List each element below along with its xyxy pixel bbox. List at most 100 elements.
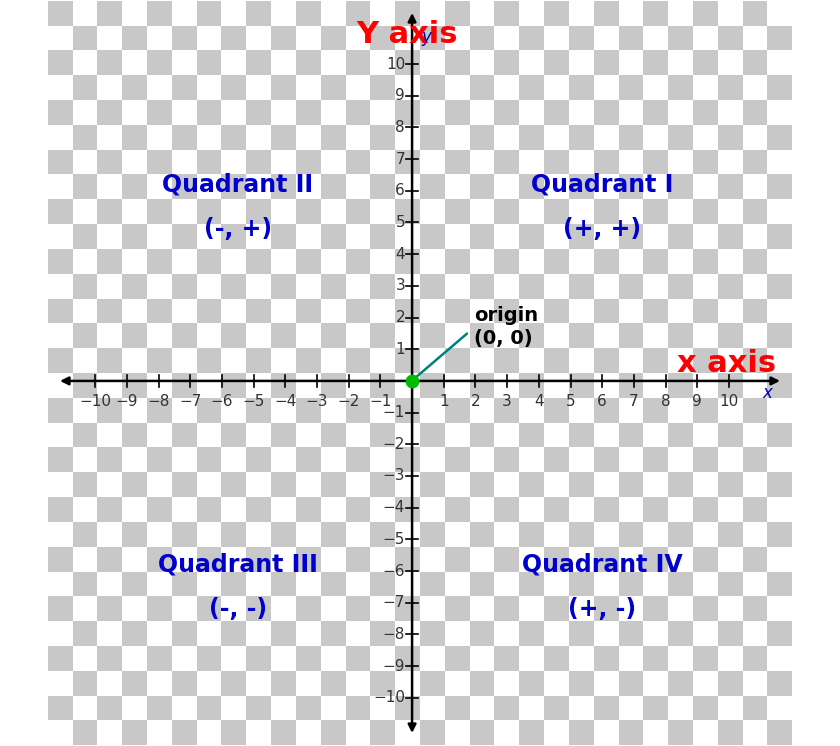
Bar [470, 522, 495, 547]
Bar [97, 348, 122, 373]
Bar [296, 497, 321, 522]
Bar [594, 398, 618, 423]
Bar [693, 298, 718, 323]
Bar [618, 1, 643, 25]
Bar [420, 646, 445, 671]
Bar [271, 373, 296, 398]
Bar [718, 696, 743, 721]
Bar [395, 596, 420, 621]
Bar [693, 175, 718, 199]
Bar [445, 199, 470, 224]
Bar [72, 621, 97, 646]
Bar [321, 298, 345, 323]
Bar [470, 547, 495, 571]
Bar [197, 497, 222, 522]
Bar [296, 100, 321, 125]
Bar [296, 323, 321, 348]
Bar [321, 448, 345, 472]
Bar [420, 75, 445, 100]
Bar [693, 671, 718, 696]
Bar [97, 472, 122, 497]
Bar [618, 472, 643, 497]
Bar [768, 175, 792, 199]
Bar [668, 571, 693, 596]
Bar [495, 274, 519, 298]
Bar [768, 596, 792, 621]
Bar [445, 547, 470, 571]
Bar [72, 25, 97, 50]
Bar [197, 398, 222, 423]
Bar [172, 224, 197, 249]
Text: origin: origin [474, 307, 538, 325]
Bar [495, 596, 519, 621]
Bar [97, 175, 122, 199]
Bar [72, 348, 97, 373]
Bar [743, 1, 768, 25]
Bar [668, 75, 693, 100]
Bar [345, 100, 370, 125]
Bar [470, 348, 495, 373]
Bar [222, 497, 246, 522]
Bar [668, 348, 693, 373]
Bar [246, 373, 271, 398]
Bar [147, 323, 172, 348]
Bar [544, 274, 569, 298]
Bar [544, 448, 569, 472]
Bar [495, 398, 519, 423]
Bar [222, 472, 246, 497]
Bar [618, 696, 643, 721]
Bar [246, 596, 271, 621]
Bar [48, 348, 72, 373]
Bar [345, 25, 370, 50]
Bar [718, 274, 743, 298]
Bar [271, 423, 296, 448]
Bar [519, 100, 544, 125]
Bar [743, 571, 768, 596]
Bar [72, 249, 97, 274]
Bar [420, 497, 445, 522]
Bar [72, 696, 97, 721]
Bar [172, 621, 197, 646]
Bar [147, 497, 172, 522]
Bar [569, 646, 594, 671]
Bar [569, 423, 594, 448]
Bar [544, 224, 569, 249]
Bar [643, 50, 668, 75]
Bar [420, 398, 445, 423]
Bar [519, 249, 544, 274]
Text: 1: 1 [396, 342, 405, 357]
Bar [544, 671, 569, 696]
Bar [271, 721, 296, 745]
Bar [618, 50, 643, 75]
Bar [643, 224, 668, 249]
Bar [643, 1, 668, 25]
Bar [246, 100, 271, 125]
Bar [122, 150, 147, 175]
Text: 5: 5 [396, 215, 405, 230]
Text: −1: −1 [383, 405, 405, 420]
Bar [172, 472, 197, 497]
Bar [445, 448, 470, 472]
Bar [420, 571, 445, 596]
Bar [370, 621, 395, 646]
Text: 10: 10 [386, 57, 405, 72]
Bar [618, 398, 643, 423]
Bar [271, 274, 296, 298]
Bar [495, 448, 519, 472]
Bar [445, 125, 470, 150]
Bar [370, 298, 395, 323]
Text: 1: 1 [439, 394, 449, 410]
Bar [197, 621, 222, 646]
Bar [768, 100, 792, 125]
Bar [569, 373, 594, 398]
Bar [72, 571, 97, 596]
Bar [147, 522, 172, 547]
Bar [693, 50, 718, 75]
Bar [72, 596, 97, 621]
Bar [618, 522, 643, 547]
Bar [246, 472, 271, 497]
Bar [643, 373, 668, 398]
Text: 2: 2 [396, 310, 405, 325]
Bar [246, 621, 271, 646]
Bar [544, 596, 569, 621]
